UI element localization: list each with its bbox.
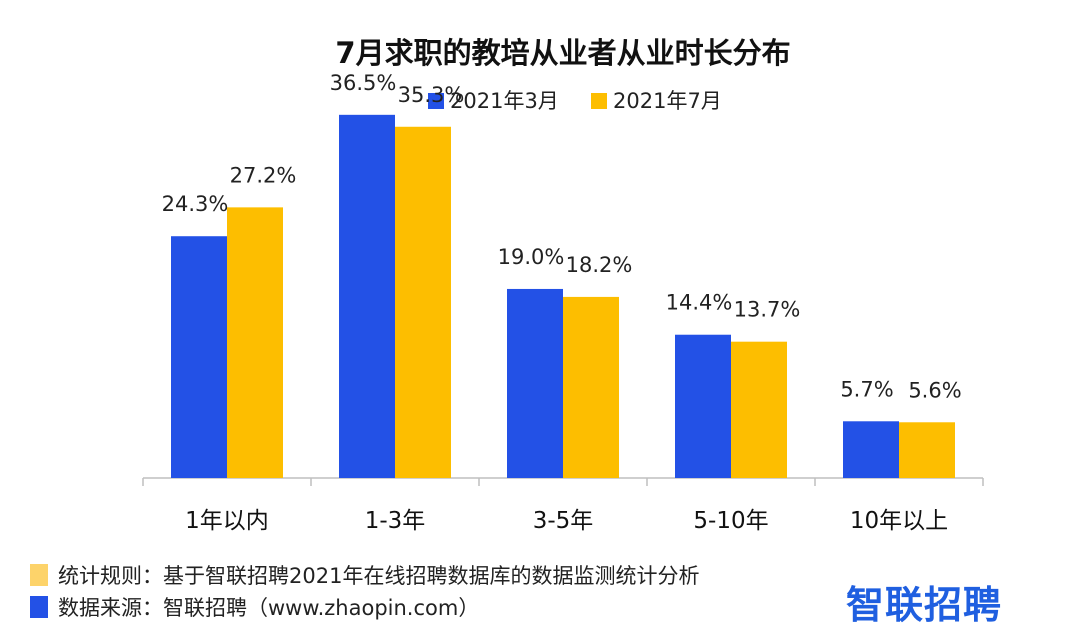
data-label: 5.7% xyxy=(840,377,893,401)
data-label: 18.2% xyxy=(566,253,633,277)
data-label: 36.5% xyxy=(330,71,397,95)
source-swatch xyxy=(30,596,48,618)
bars xyxy=(171,114,955,479)
x-tick-label: 3-5年 xyxy=(533,508,594,534)
x-tick-label: 1-3年 xyxy=(365,508,426,534)
legend-swatch xyxy=(428,93,444,109)
legend-swatch xyxy=(591,93,607,109)
chart-title: 7月求职的教培从业者从业时长分布 xyxy=(335,36,790,70)
bar xyxy=(395,126,451,478)
x-tick-label: 10年以上 xyxy=(850,508,948,534)
bar xyxy=(563,296,619,478)
footer-rule: 统计规则：基于智联招聘2021年在线招聘数据库的数据监测统计分析 xyxy=(30,560,699,590)
x-tick-label: 1年以内 xyxy=(185,508,269,534)
data-label: 13.7% xyxy=(734,298,801,322)
data-label: 19.0% xyxy=(498,245,565,269)
footer-source: 数据来源：智联招聘（www.zhaopin.com） xyxy=(30,592,479,622)
bar xyxy=(171,236,227,478)
legend-label: 2021年7月 xyxy=(613,89,722,113)
legend-label: 2021年3月 xyxy=(450,89,559,113)
bar xyxy=(227,207,283,479)
data-label: 24.3% xyxy=(162,192,229,216)
bar xyxy=(899,422,955,478)
x-axis-ticks xyxy=(142,478,984,486)
rule-swatch xyxy=(30,564,48,586)
x-tick-labels: 1年以内 1-3年 3-5年 5-10年 10年以上 xyxy=(185,508,948,534)
bar xyxy=(339,114,395,478)
source-text: 数据来源：智联招聘（www.zhaopin.com） xyxy=(58,596,480,620)
data-labels: 24.3%27.2% 36.5% 35.3% 19.0% 18.2% 14.4% 13.7%… xyxy=(162,71,962,402)
data-label: 35.3% xyxy=(398,83,465,107)
bar xyxy=(843,421,899,478)
bar xyxy=(731,341,787,478)
x-tick-label: 5-10年 xyxy=(693,508,768,534)
rule-text: 统计规则：基于智联招聘2021年在线招聘数据库的数据监测统计分析 xyxy=(58,564,700,588)
data-label: 27.2% xyxy=(230,163,297,187)
data-label: 5.6% xyxy=(908,378,961,402)
zhaopin-logo: 智联招聘 xyxy=(846,583,1003,627)
bar xyxy=(507,288,563,478)
data-label: 14.4% xyxy=(666,291,733,315)
legend: 2021年3月 2021年7月 xyxy=(428,89,722,113)
bar xyxy=(675,334,731,478)
